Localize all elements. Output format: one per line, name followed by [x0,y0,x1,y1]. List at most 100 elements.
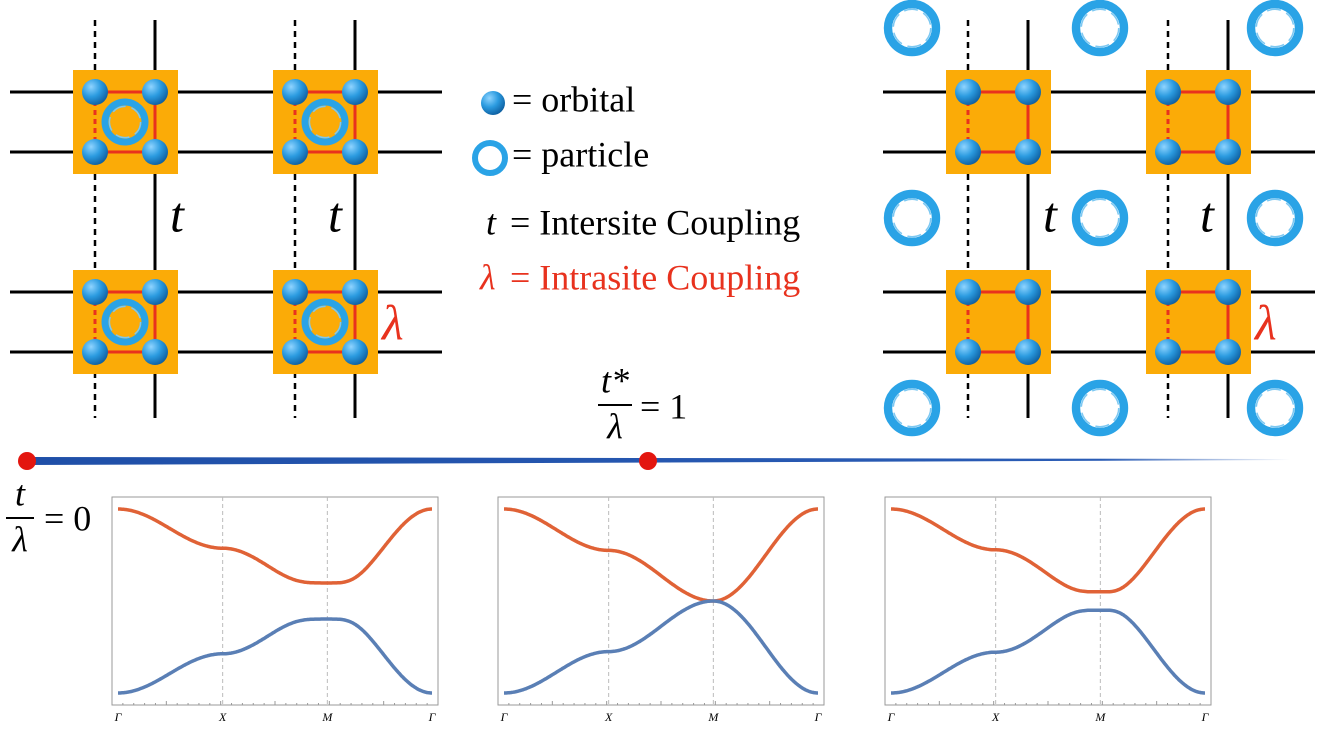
fraction-denominator: λ [606,406,623,446]
phase-point [639,452,657,470]
k-label: Γ [500,710,509,724]
lower-band [891,610,1205,693]
k-label: M [321,710,333,724]
orbital [342,139,368,165]
fraction-value: = 1 [640,386,687,426]
legend-intrasite: = Intrasite Coupling [510,257,800,297]
site [273,270,378,374]
particle-trace [1256,389,1293,426]
orbital [342,279,368,305]
particle [1251,4,1299,52]
orbital [282,139,308,165]
orbital [142,279,168,305]
orbital [1215,79,1241,105]
hopping-label: t [1043,186,1058,242]
particle [1251,384,1299,432]
orbital [142,79,168,105]
orbital [955,339,981,365]
orbital [1155,339,1181,365]
particle-trace [1256,199,1293,236]
hopping-label: t [328,186,343,242]
orbital [82,279,108,305]
legend-lambda-symbol: λ [479,257,496,297]
fraction-value: = 0 [44,498,91,538]
orbital-icon [481,91,505,115]
particle-trace [1256,9,1293,46]
orbital [1155,79,1181,105]
k-label: X [218,710,227,724]
particle-trace [893,389,930,426]
particle-trace [1081,199,1118,236]
particle [888,4,936,52]
particle-trace [893,9,930,46]
legend-intersite: = Intersite Coupling [510,202,800,242]
site [946,270,1051,374]
intrasite-label: λ [1253,294,1277,350]
k-label: Γ [814,710,823,724]
orbital [342,79,368,105]
orbital [1215,139,1241,165]
particle-trace [893,199,930,236]
lower-band [118,619,432,693]
phase-point [18,452,36,470]
k-label: M [1094,710,1106,724]
orbital [1015,339,1041,365]
figure: = orbital = particle t = Intersite Coupling… [0,0,1334,730]
orbital [82,79,108,105]
hopping-label: t [1200,186,1215,242]
phase-axis [27,457,1290,465]
intrasite-label: λ [380,294,404,350]
lower-band [504,601,818,693]
k-label: Γ [428,710,437,724]
orbital [82,339,108,365]
legend-particle: = particle [512,134,649,174]
orbital [1155,279,1181,305]
orbital [955,279,981,305]
k-label: Γ [1201,710,1210,724]
hopping-label: t [170,186,185,242]
k-label: M [707,710,719,724]
fraction-denominator: λ [11,519,28,559]
k-label: Γ [887,710,896,724]
k-label: Γ [114,710,123,724]
k-label: X [604,710,613,724]
plot-frame [498,497,824,705]
orbital [955,139,981,165]
orbital [142,139,168,165]
k-label: X [991,710,1000,724]
fraction-numerator: t* [601,360,629,400]
site [1146,70,1251,174]
particle [1076,4,1124,52]
particle-trace [1081,389,1118,426]
particle [1251,194,1299,242]
upper-band [891,509,1205,592]
orbital [1015,279,1041,305]
orbital [282,339,308,365]
site [1146,270,1251,374]
particle-icon [475,143,505,173]
orbital [1015,139,1041,165]
plot-frame [112,497,438,705]
orbital [1155,139,1181,165]
particle [888,194,936,242]
orbital [1215,339,1241,365]
legend-orbital: = orbital [512,79,635,119]
particle [1076,194,1124,242]
upper-band [504,509,818,601]
particle-trace [1081,9,1118,46]
orbital [82,139,108,165]
orbital [342,339,368,365]
orbital [1215,279,1241,305]
orbital [282,79,308,105]
orbital [142,339,168,365]
orbital [955,79,981,105]
site [946,70,1051,174]
plot-frame [885,497,1211,705]
upper-band [118,509,432,583]
particle [1076,384,1124,432]
legend-t-symbol: t [486,202,497,242]
particle [888,384,936,432]
